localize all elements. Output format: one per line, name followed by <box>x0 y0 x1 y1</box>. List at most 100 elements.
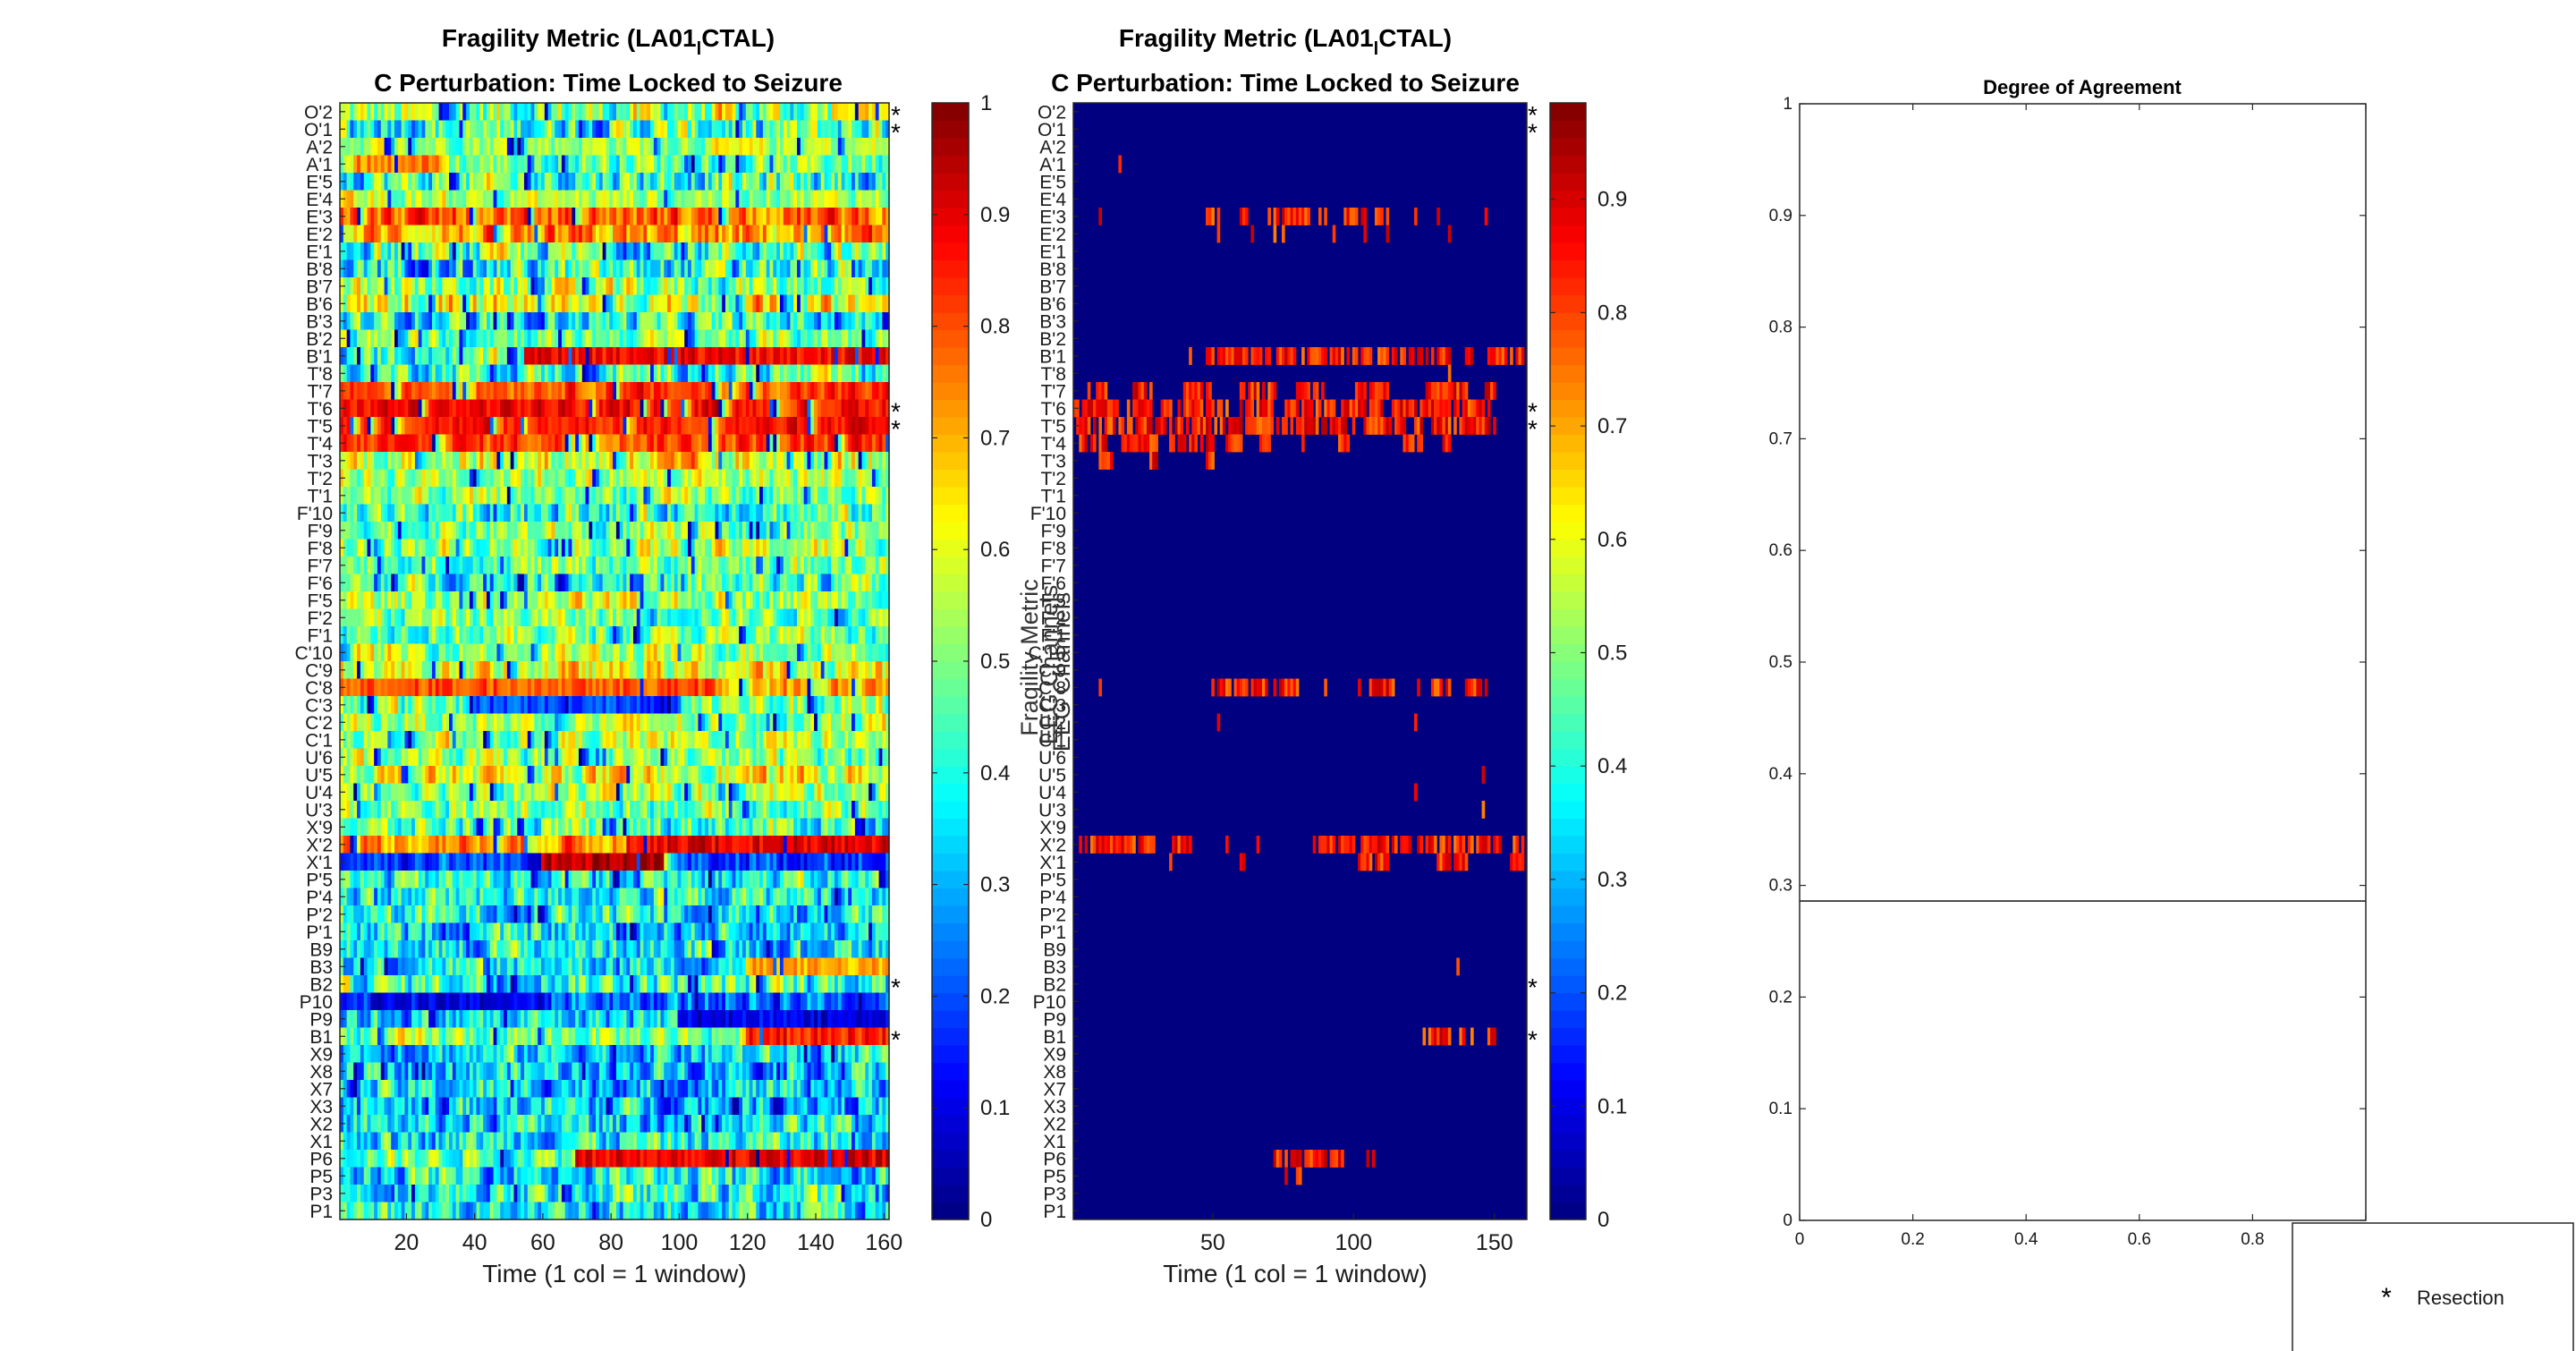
heatmap-cell <box>479 329 484 348</box>
heatmap-cell <box>694 277 699 296</box>
heatmap-cell <box>466 294 470 313</box>
heatmap-cell <box>606 242 610 261</box>
heatmap-cell <box>735 277 740 296</box>
heatmap-cell <box>869 522 873 540</box>
heatmap-cell <box>670 452 675 471</box>
heatmap-cell <box>350 329 354 348</box>
heatmap-cell <box>596 242 600 261</box>
heatmap-cell <box>615 469 621 488</box>
heatmap-cell <box>807 574 811 592</box>
heatmap-cell <box>602 277 607 296</box>
heatmap-cell <box>401 208 406 226</box>
heatmap-cell <box>404 574 409 592</box>
heatmap-cell <box>459 469 463 488</box>
heatmap-cell <box>547 329 553 348</box>
heatmap-cell <box>691 138 696 157</box>
heatmap-cell <box>380 539 386 557</box>
heatmap-cell <box>346 277 352 296</box>
heatmap-cell <box>350 522 354 540</box>
heatmap-cell <box>615 190 621 208</box>
heatmap-cell <box>504 347 508 366</box>
heatmap-cell <box>589 259 593 278</box>
heatmap-cell <box>418 557 423 575</box>
heatmap-cell <box>363 173 369 191</box>
heatmap-cell <box>837 259 843 278</box>
heatmap-cell <box>882 312 886 331</box>
heatmap-cell <box>739 539 743 557</box>
heatmap-cell <box>486 173 491 191</box>
heatmap-cell <box>640 522 645 540</box>
heatmap-cell <box>852 312 856 331</box>
heatmap-cell <box>343 329 348 348</box>
heatmap-cell <box>848 399 852 418</box>
heatmap-cell <box>660 347 665 366</box>
heatmap-cell <box>602 138 607 157</box>
heatmap-cell <box>589 173 593 191</box>
heatmap-cell <box>807 329 811 348</box>
heatmap-cell <box>694 120 699 139</box>
heatmap-cell <box>827 452 832 471</box>
heatmap-cell <box>667 364 672 383</box>
heatmap-cell <box>346 190 352 208</box>
heatmap-cell <box>418 173 423 191</box>
heatmap-cell <box>783 329 788 348</box>
heatmap-cell <box>698 277 702 296</box>
heatmap-cell <box>783 294 788 313</box>
heatmap-cell <box>596 434 600 453</box>
heatmap-cell <box>650 347 655 366</box>
heatmap-cell <box>773 382 777 401</box>
heatmap-cell <box>807 208 811 226</box>
heatmap-cell <box>589 504 593 523</box>
heatmap-cell <box>428 138 433 157</box>
heatmap-cell <box>435 557 440 575</box>
heatmap-cell <box>776 190 781 208</box>
heatmap-cell <box>387 504 392 523</box>
heatmap-cell <box>527 364 532 383</box>
heatmap-cell <box>346 434 352 453</box>
heatmap-cell <box>640 504 645 523</box>
heatmap-cell <box>530 469 535 488</box>
heatmap-cell <box>776 173 781 191</box>
heatmap-cell <box>506 242 512 261</box>
heatmap-cell <box>869 173 873 191</box>
heatmap-cell <box>558 208 563 226</box>
heatmap-cell <box>435 452 440 471</box>
heatmap-cell <box>701 417 706 436</box>
heatmap-cell <box>384 225 388 243</box>
heatmap-cell <box>452 347 457 366</box>
heatmap-cell <box>647 242 651 261</box>
heatmap-cell <box>793 574 798 592</box>
heatmap-cell <box>865 242 869 261</box>
heatmap-cell <box>875 364 880 383</box>
heatmap-cell <box>728 329 733 348</box>
heatmap-cell <box>831 225 835 243</box>
heatmap-cell <box>650 434 655 453</box>
heatmap-cell <box>606 190 610 208</box>
heatmap-cell <box>837 155 843 174</box>
heatmap-cell <box>476 155 480 174</box>
heatmap-cell <box>384 504 388 523</box>
heatmap-cell <box>759 277 764 296</box>
heatmap-cell <box>882 399 886 418</box>
heatmap-cell <box>711 504 716 523</box>
heatmap-cell <box>493 225 498 243</box>
heatmap-cell <box>442 364 446 383</box>
heatmap-cell <box>694 399 699 418</box>
heatmap-cell <box>462 469 467 488</box>
heatmap-cell <box>773 294 777 313</box>
heatmap-cell <box>469 539 474 557</box>
heatmap-cell <box>418 277 423 296</box>
heatmap-cell <box>506 259 512 278</box>
heatmap-cell <box>698 364 702 383</box>
heatmap-cell <box>596 452 600 471</box>
heatmap-cell <box>677 417 682 436</box>
heatmap-cell <box>357 487 361 506</box>
heatmap-cell <box>421 364 426 383</box>
heatmap-cell <box>776 399 781 418</box>
heatmap-cell <box>636 155 641 174</box>
heatmap-cell <box>401 312 406 331</box>
heatmap-cell <box>564 522 570 540</box>
heatmap-cell <box>558 608 563 627</box>
heatmap-cell <box>684 452 689 471</box>
heatmap-cell <box>766 329 771 348</box>
